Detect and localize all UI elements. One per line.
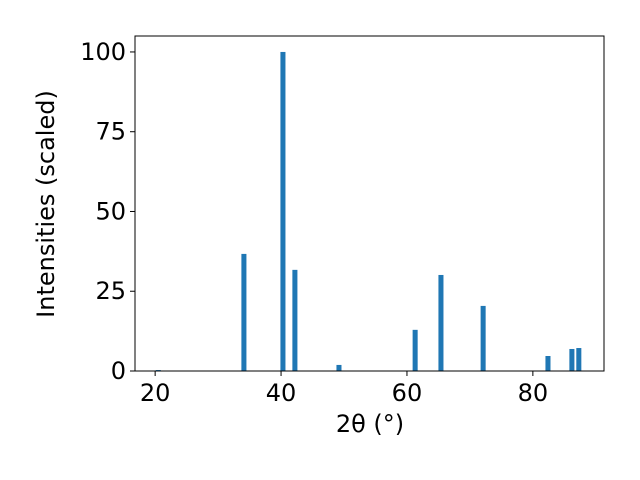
bar — [241, 253, 247, 371]
y-tick-label: 25 — [95, 277, 126, 305]
x-tick-label: 20 — [140, 379, 171, 407]
plot-frame — [134, 35, 605, 372]
x-axis-label: 2θ (°) — [336, 410, 404, 438]
bar — [438, 274, 444, 371]
y-tick-label: 100 — [80, 38, 126, 66]
bar — [576, 348, 582, 371]
bar — [412, 329, 418, 371]
bar — [280, 51, 286, 371]
y-tick-label: 0 — [111, 357, 126, 385]
x-tick-label: 60 — [392, 379, 423, 407]
bar — [545, 356, 551, 371]
y-tick-label: 50 — [95, 197, 126, 225]
bar — [336, 364, 342, 371]
y-tick-label: 75 — [95, 118, 126, 146]
bar — [480, 305, 486, 371]
bar — [569, 348, 575, 371]
y-axis-label: Intensities (scaled) — [32, 90, 60, 318]
x-tick-label: 40 — [266, 379, 297, 407]
bar — [292, 269, 298, 371]
x-tick-label: 80 — [518, 379, 549, 407]
